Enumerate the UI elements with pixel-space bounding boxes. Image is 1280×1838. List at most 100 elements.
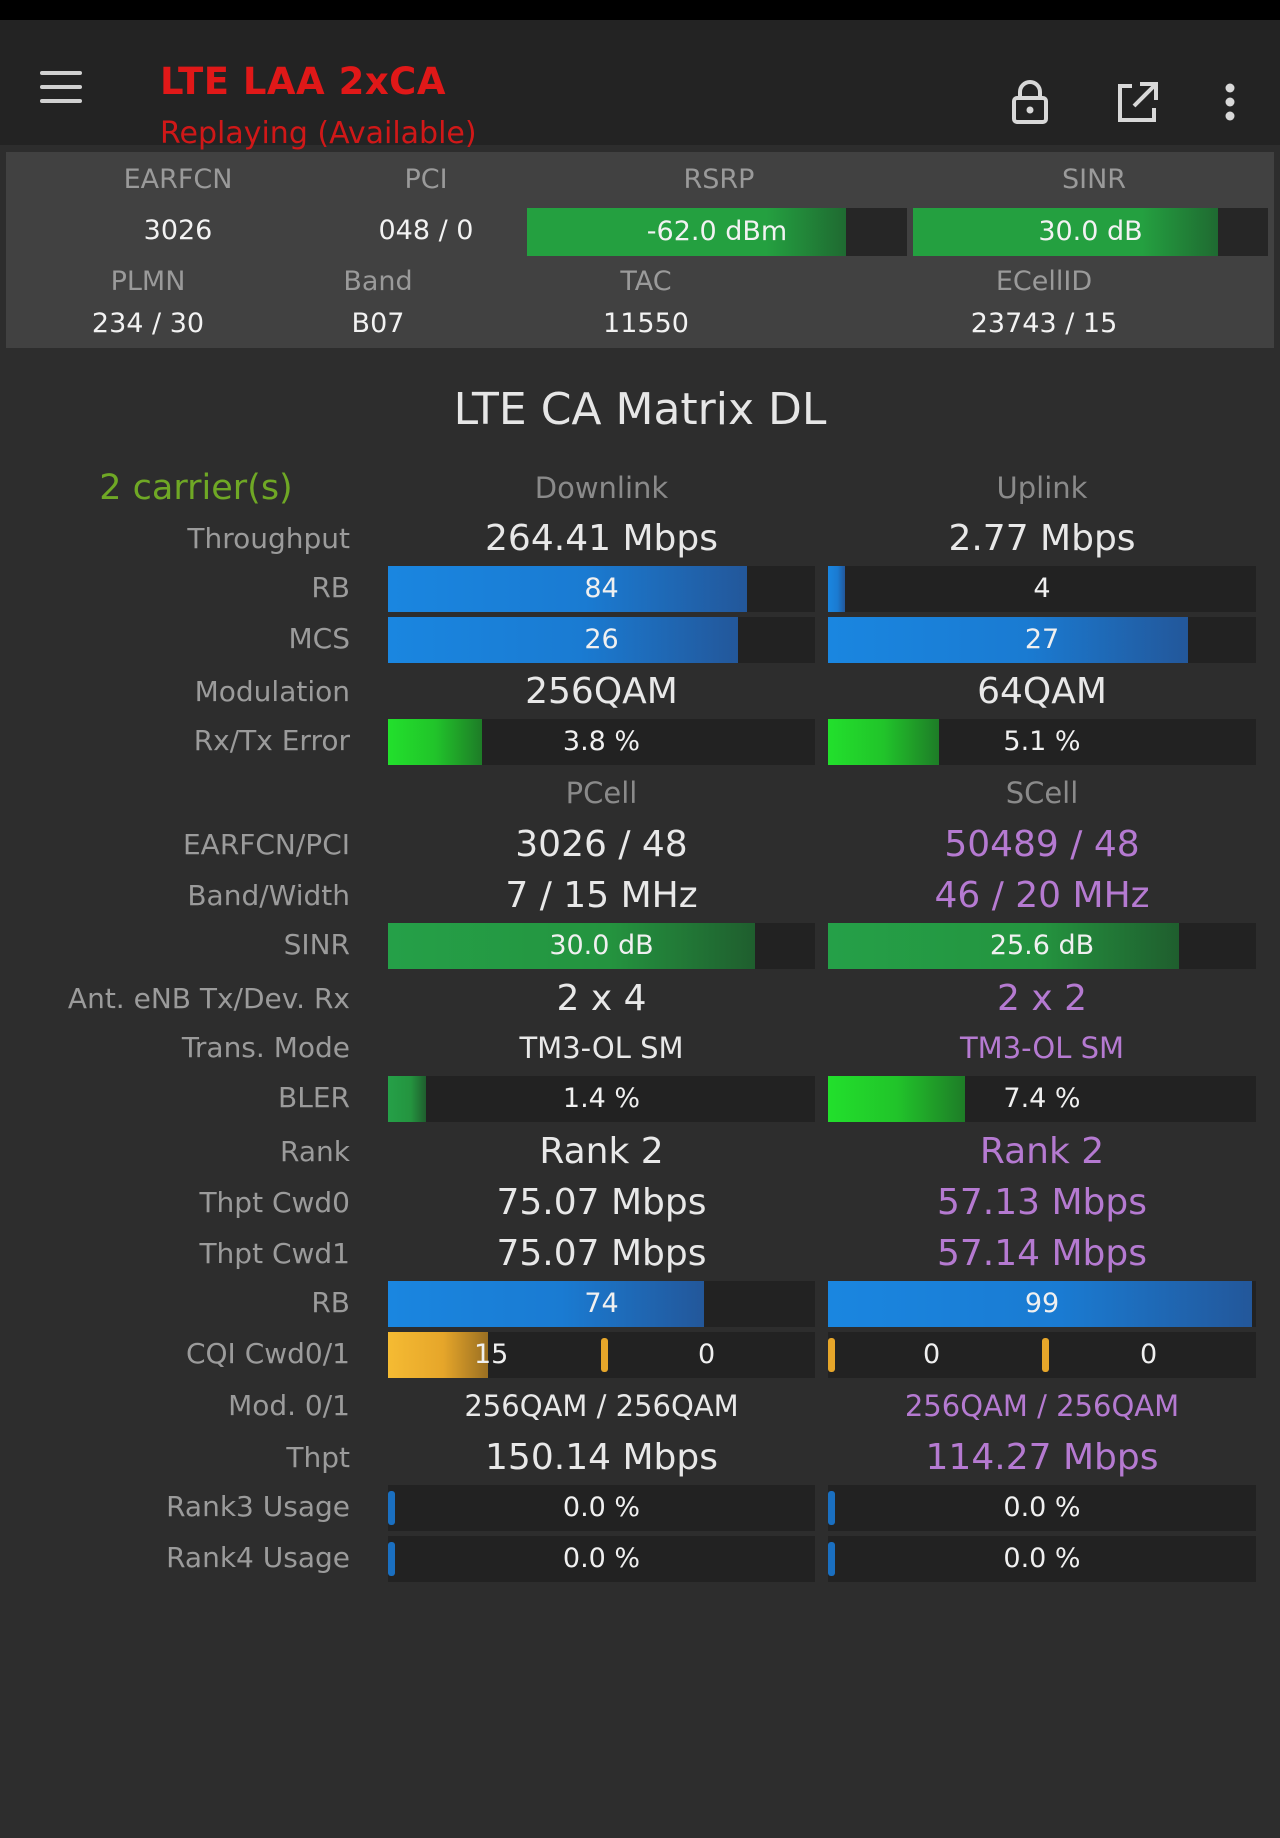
pcell-cqi-bar: 15 0 bbox=[388, 1332, 815, 1378]
pcell-mod01: 256QAM / 256QAM bbox=[464, 1389, 739, 1423]
scell-rank3-bar: 0.0 % bbox=[828, 1485, 1256, 1531]
antenna-label: Ant. eNB Tx/Dev. Rx bbox=[67, 982, 350, 1015]
pcell-rb-fill bbox=[388, 1281, 704, 1327]
plmn-label: PLMN bbox=[110, 266, 186, 297]
serving-cell-panel: EARFCN PCI RSRP SINR 3026 048 / 0 -62.0 … bbox=[6, 152, 1274, 348]
cell-rb-row: RB 74 99 bbox=[0, 1281, 1280, 1327]
earfcn-pci-label: EARFCN/PCI bbox=[182, 828, 350, 861]
mod01-label: Mod. 0/1 bbox=[228, 1389, 350, 1422]
scell-rank4-fill bbox=[828, 1542, 835, 1576]
cwd0-row: Thpt Cwd0 75.07 Mbps 57.13 Mbps bbox=[0, 1181, 1280, 1225]
scell-antenna: 2 x 2 bbox=[997, 978, 1087, 1019]
ul-error-value: 5.1 % bbox=[1003, 726, 1081, 757]
scell-cqi0-marker bbox=[828, 1338, 835, 1372]
pcell-rank: Rank 2 bbox=[539, 1131, 664, 1172]
ecellid-label: ECellID bbox=[995, 266, 1093, 297]
rank-label: Rank bbox=[280, 1135, 350, 1168]
tac-value: 11550 bbox=[603, 308, 689, 339]
scell-band-width: 46 / 20 MHz bbox=[934, 875, 1150, 916]
throughput-label: Throughput bbox=[187, 522, 350, 555]
cqi-row: CQI Cwd0/1 15 0 0 0 bbox=[0, 1332, 1280, 1378]
scell-cwd0: 57.13 Mbps bbox=[936, 1182, 1148, 1223]
ul-error-fill bbox=[828, 719, 940, 765]
earfcn-label: EARFCN bbox=[123, 164, 233, 195]
pcell-sinr-fill bbox=[388, 923, 756, 969]
pcell-header: PCell bbox=[565, 776, 638, 810]
scell-cqi1-marker bbox=[1042, 1338, 1049, 1372]
menu-icon[interactable] bbox=[38, 67, 86, 107]
earfcn-pci-row: EARFCN/PCI 3026 / 48 50489 / 48 bbox=[0, 823, 1280, 867]
scell-rank3-value: 0.0 % bbox=[1003, 1492, 1081, 1523]
scell-rb-fill bbox=[828, 1281, 1252, 1327]
pcell-bler-fill bbox=[388, 1076, 427, 1122]
bler-label: BLER bbox=[278, 1081, 350, 1114]
open-external-icon[interactable] bbox=[1114, 78, 1158, 126]
cwd1-row: Thpt Cwd1 75.07 Mbps 57.14 Mbps bbox=[0, 1232, 1280, 1276]
mod01-row: Mod. 0/1 256QAM / 256QAM 256QAM / 256QAM bbox=[0, 1384, 1280, 1428]
pci-label: PCI bbox=[404, 164, 448, 195]
pcell-cqi1-value: 0 bbox=[698, 1339, 716, 1370]
cell-header-row: PCell SCell bbox=[0, 771, 1280, 815]
ul-modulation: 64QAM bbox=[977, 671, 1107, 712]
ul-mcs-bar: 27 bbox=[828, 617, 1256, 663]
pcell-cwd0: 75.07 Mbps bbox=[496, 1182, 707, 1223]
pcell-thpt: 150.14 Mbps bbox=[485, 1437, 718, 1478]
scell-rb-bar: 99 bbox=[828, 1281, 1256, 1327]
pcell-sinr-value: 30.0 dB bbox=[549, 930, 654, 961]
ul-mcs-fill bbox=[828, 617, 1188, 663]
scell-sinr-fill bbox=[828, 923, 1179, 969]
scell-rank3-fill bbox=[828, 1491, 835, 1525]
ul-rb-bar: 4 bbox=[828, 566, 1256, 612]
earfcn-value: 3026 bbox=[143, 215, 213, 246]
trans-mode-row: Trans. Mode TM3-OL SM TM3-OL SM bbox=[0, 1026, 1280, 1070]
ul-rb-value: 4 bbox=[1033, 573, 1051, 604]
scell-bler-bar: 7.4 % bbox=[828, 1076, 1256, 1122]
cell-rb-label: RB bbox=[311, 1286, 350, 1319]
pcell-earfcn-pci: 3026 / 48 bbox=[515, 824, 688, 865]
sinr-bar-fill bbox=[913, 208, 1219, 256]
pcell-cqi0-fill bbox=[388, 1332, 488, 1378]
thpt-row: Thpt 150.14 Mbps 114.27 Mbps bbox=[0, 1436, 1280, 1480]
pcell-sinr-bar: 30.0 dB bbox=[388, 923, 815, 969]
throughput-row: Throughput 264.41 Mbps 2.77 Mbps bbox=[0, 517, 1280, 561]
pcell-bler-bar: 1.4 % bbox=[388, 1076, 815, 1122]
scell-rb-value: 99 bbox=[1024, 1288, 1060, 1319]
scell-header: SCell bbox=[1005, 776, 1079, 810]
scell-trans-mode: TM3-OL SM bbox=[959, 1031, 1125, 1065]
header-row: 2 carrier(s) Downlink Uplink bbox=[0, 466, 1280, 510]
band-width-label: Band/Width bbox=[187, 879, 350, 912]
downlink-header: Downlink bbox=[534, 471, 669, 505]
more-vert-icon[interactable] bbox=[1210, 78, 1250, 126]
dl-mcs-fill bbox=[388, 617, 739, 663]
dl-modulation: 256QAM bbox=[525, 671, 678, 712]
dl-error-bar: 3.8 % bbox=[388, 719, 815, 765]
pci-value: 048 / 0 bbox=[378, 215, 474, 246]
uplink-header: Uplink bbox=[996, 471, 1088, 505]
ecellid-value: 23743 / 15 bbox=[970, 308, 1118, 339]
lock-icon[interactable] bbox=[1008, 78, 1052, 126]
scell-rank4-bar: 0.0 % bbox=[828, 1536, 1256, 1582]
rsrp-value: -62.0 dBm bbox=[646, 216, 788, 247]
error-label: Rx/Tx Error bbox=[193, 724, 350, 757]
dl-error-fill bbox=[388, 719, 482, 765]
scell-mod01: 256QAM / 256QAM bbox=[904, 1389, 1180, 1423]
cell-sinr-row: SINR 30.0 dB 25.6 dB bbox=[0, 923, 1280, 969]
mcs-label: MCS bbox=[288, 622, 350, 655]
band-width-row: Band/Width 7 / 15 MHz 46 / 20 MHz bbox=[0, 874, 1280, 918]
mcs-row: MCS 26 27 bbox=[0, 617, 1280, 663]
pcell-trans-mode: TM3-OL SM bbox=[519, 1031, 684, 1065]
cqi-label: CQI Cwd0/1 bbox=[185, 1337, 350, 1370]
cell-sinr-label: SINR bbox=[283, 928, 350, 961]
rsrp-bar-fill bbox=[527, 208, 847, 256]
ul-throughput: 2.77 Mbps bbox=[948, 518, 1136, 559]
trans-mode-label: Trans. Mode bbox=[181, 1031, 350, 1064]
carriers-count: 2 carrier(s) bbox=[99, 468, 293, 508]
thpt-label: Thpt bbox=[286, 1441, 350, 1474]
rb-row: RB 84 4 bbox=[0, 566, 1280, 612]
dl-mcs-value: 26 bbox=[584, 624, 619, 655]
pcell-cqi0-value: 15 bbox=[474, 1339, 509, 1370]
scell-earfcn-pci: 50489 / 48 bbox=[944, 824, 1140, 865]
plmn-value: 234 / 30 bbox=[91, 308, 205, 339]
dl-rb-fill bbox=[388, 566, 747, 612]
